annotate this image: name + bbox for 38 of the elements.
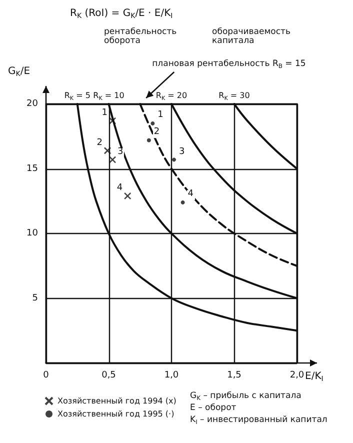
text: рентабельность оборота xyxy=(104,27,178,47)
text: G$_{K}$ – прибыль с капитала xyxy=(190,391,302,402)
annotation: 2 xyxy=(96,138,104,149)
text: K$_{I}$ – инвестированный капитал xyxy=(190,415,328,426)
point xyxy=(104,146,112,154)
legend-label: R$_{K}$ = 20 xyxy=(156,91,188,102)
y-tick-label: 20 xyxy=(26,99,38,109)
x-tick-label: 0,5 xyxy=(102,370,116,380)
x-tick-label: 0 xyxy=(43,370,50,380)
legend-label: R$_{K}$ = 5 xyxy=(64,91,90,102)
point xyxy=(146,138,151,142)
x-tick-label: 1,0 xyxy=(164,370,179,380)
text: E – оборот xyxy=(190,403,236,414)
point xyxy=(150,121,155,126)
point xyxy=(124,192,132,200)
series-label: R$_{K}$ = 30 xyxy=(218,91,250,102)
y-tick-label: 15 xyxy=(26,164,38,174)
x-axis-title: E/K$_{I}$ xyxy=(305,371,324,384)
annotation: плановая рентабельность R$_{B}$ = 15 xyxy=(152,59,306,70)
annotation: 3 xyxy=(178,146,186,158)
legend-label: Хозяйственный год 1994 (x) xyxy=(58,396,176,406)
point xyxy=(180,200,185,204)
annotation: 3 xyxy=(116,146,124,158)
y-axis-title: G$_{K}$/E xyxy=(8,66,30,79)
legend-label: Хозяйственный год 1995 (·) xyxy=(58,410,174,418)
annotation: 4 xyxy=(186,189,195,200)
y-tick-label: 10 xyxy=(26,228,38,238)
point xyxy=(172,158,176,162)
annotation: 2 xyxy=(152,127,161,138)
text: оборачиваемость капитала xyxy=(212,27,292,47)
y-tick-label: 5 xyxy=(32,293,38,304)
chart-title: R$_{K}$ (RoI) = G$_{K}$/E · E/K$_{I}$ xyxy=(70,8,173,21)
annotation: 4 xyxy=(116,183,124,194)
x-tick-label: 2,0 xyxy=(290,370,304,380)
x-tick-label: 1,5 xyxy=(227,370,242,380)
annotation: 1 xyxy=(156,110,164,122)
series-label: R$_{K}$ = 10 xyxy=(93,91,124,102)
annotation: 1 xyxy=(100,108,108,119)
